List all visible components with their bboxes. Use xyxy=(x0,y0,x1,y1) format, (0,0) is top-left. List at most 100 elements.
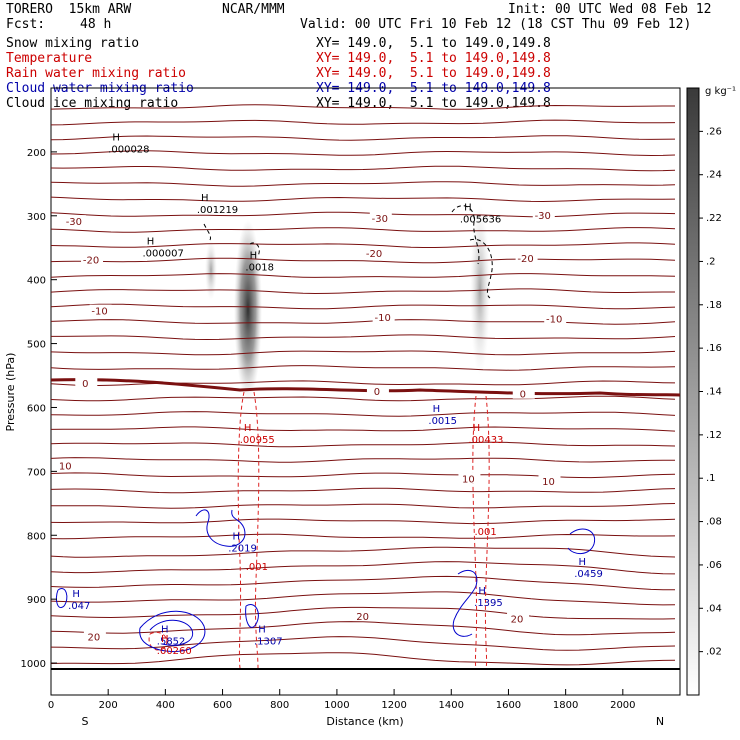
temperature-contour xyxy=(50,303,676,310)
y-tick-label: 700 xyxy=(27,467,46,478)
x-tick-label: 1800 xyxy=(553,700,578,711)
cloud-ice-contour-4 xyxy=(203,223,211,241)
colorbar-tick-label: .22 xyxy=(706,213,722,224)
temperature-contour xyxy=(50,591,676,606)
field-rain-xy: XY= 149.0, 5.1 to 149.0,149.8 xyxy=(316,66,551,81)
temperature-contour xyxy=(50,441,676,448)
x-tick-label: 1600 xyxy=(496,700,521,711)
colorbar-tick-label: .1 xyxy=(706,473,716,484)
colorbar-tick-label: .12 xyxy=(706,430,722,441)
cloud-water-contour-1 xyxy=(195,509,246,547)
y-tick-label: 400 xyxy=(27,276,46,287)
temperature-contour xyxy=(50,561,676,575)
maximum-marker: H xyxy=(244,423,252,434)
temperature-label: 20 xyxy=(88,632,101,643)
temperature-contour xyxy=(50,211,676,218)
snow-shading xyxy=(205,205,490,400)
snow-core-left xyxy=(205,240,217,300)
colorbar-tick-label: .18 xyxy=(706,300,722,311)
contour-value-label: .001 xyxy=(474,527,496,538)
valid-time: Valid: 00 UTC Fri 10 Feb 12 (18 CST Thu … xyxy=(300,17,692,32)
temperature-label: -20 xyxy=(366,249,382,260)
maximum-marker: H xyxy=(473,423,481,434)
temperature-label: -10 xyxy=(91,307,107,318)
rain-contours xyxy=(148,391,490,669)
cloud-water-contours xyxy=(55,509,596,652)
temperature-contour xyxy=(50,196,676,203)
cloud-ice-contour-3 xyxy=(249,242,260,257)
maximum-marker: H xyxy=(578,557,586,568)
x-tick-label: 1000 xyxy=(324,700,349,711)
temperature-contour xyxy=(50,242,676,248)
temperature-label-bg xyxy=(81,253,104,265)
cloud-ice-contour-2 xyxy=(469,238,493,299)
maximum-marker: H xyxy=(232,532,240,543)
x-tick-label: 400 xyxy=(156,700,175,711)
maximum-value: .00260 xyxy=(157,646,192,657)
colorbar-tick-label: .16 xyxy=(706,343,722,354)
snow-core-main xyxy=(234,220,262,400)
temperature-label: 0 xyxy=(82,379,88,390)
temperature-label: -10 xyxy=(546,314,562,325)
maximum-marker: H xyxy=(161,624,169,635)
y-tick-label: 200 xyxy=(27,148,46,159)
temperature-contour xyxy=(50,227,676,233)
x-tick-label: 600 xyxy=(213,700,232,711)
temperature-label-bg xyxy=(532,208,555,220)
maximum-marker: H xyxy=(258,624,266,635)
field-snow-name: Snow mixing ratio xyxy=(6,36,140,51)
temperature-label-bg xyxy=(366,385,389,397)
rain-contour-small xyxy=(148,632,168,651)
temperature-contour xyxy=(50,273,676,278)
temperature-contour xyxy=(50,636,676,651)
y-axis-label: Pressure (hPa) xyxy=(4,353,17,432)
colorbar-unit: g kg⁻¹ xyxy=(705,86,736,97)
maximum-marker: H xyxy=(147,236,155,247)
plot-frame xyxy=(50,87,681,696)
maximum-marker: H xyxy=(161,634,169,645)
colorbar-tick-label: .06 xyxy=(706,560,722,571)
temperature-label: 10 xyxy=(542,477,555,488)
maximum-value: .00433 xyxy=(468,435,503,446)
cloud-ice-contours xyxy=(203,205,493,299)
x-tick-label: 200 xyxy=(99,700,118,711)
temperature-label: -20 xyxy=(83,256,99,267)
cloud-ice-contour-1 xyxy=(451,205,480,265)
temperature-contour xyxy=(50,518,676,525)
rain-contour-right xyxy=(472,395,490,669)
field-rain-name: Rain water mixing ratio xyxy=(6,66,187,81)
field-cloud-ice-name: Cloud ice mixing ratio xyxy=(6,96,179,111)
temperature-label: 10 xyxy=(59,461,72,472)
temperature-label-bg xyxy=(515,252,538,264)
colorbar-tick-label: .14 xyxy=(706,387,722,398)
y-tick-label: 500 xyxy=(27,340,46,351)
temperature-contour xyxy=(50,350,676,356)
temperature-label-bg xyxy=(369,211,392,223)
y-axis: 200 300 400 500 600 700 800 900 1000 xyxy=(21,148,57,670)
y-tick-label: 300 xyxy=(27,212,46,223)
maximum-value: .000007 xyxy=(142,248,183,259)
cloud-water-contour-4 xyxy=(245,604,259,628)
temperature-contour xyxy=(50,457,675,463)
temperature-contour xyxy=(50,104,675,110)
temperature-label-bg xyxy=(83,630,106,642)
y-tick-label: 800 xyxy=(27,531,46,542)
temperature-contour xyxy=(50,150,676,157)
maximum-marker: H xyxy=(112,132,120,143)
maximum-value: .000028 xyxy=(108,144,149,155)
colorbar-tick-label: .08 xyxy=(706,517,722,528)
colorbar-tick-label: .04 xyxy=(706,603,722,614)
temperature-contour xyxy=(50,165,676,172)
rain-contour-left xyxy=(237,391,260,669)
temperature-contour xyxy=(50,411,676,417)
maximum-value: .001219 xyxy=(197,205,238,216)
maximum-value: .00955 xyxy=(240,435,275,446)
x-tick-label: 800 xyxy=(270,700,289,711)
temperature-label: -30 xyxy=(66,217,82,228)
y-tick-label: 1000 xyxy=(21,659,46,670)
maximum-value: .0459 xyxy=(574,569,603,580)
colorbar-tick-label: .26 xyxy=(706,126,722,137)
cloud-water-contour-3 xyxy=(149,619,194,646)
maximum-value: .1395 xyxy=(474,598,503,609)
